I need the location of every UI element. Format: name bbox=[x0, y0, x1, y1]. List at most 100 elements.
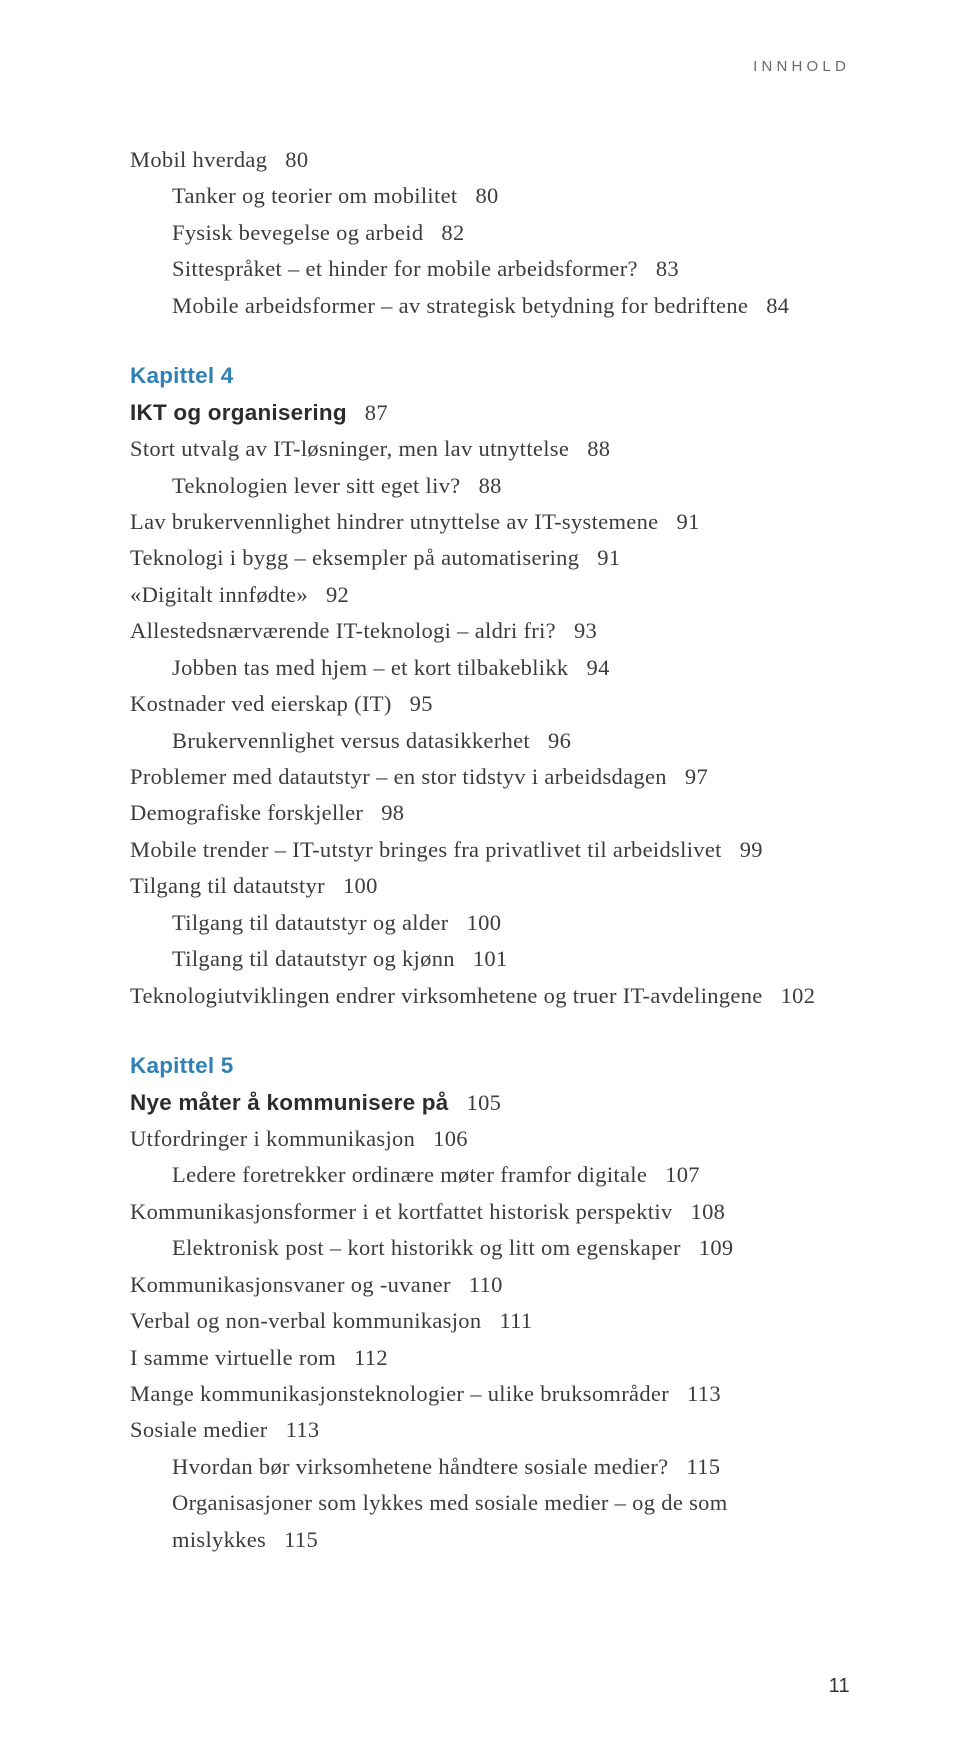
entry-page: 100 bbox=[343, 873, 378, 898]
toc-entry: Mange kommunikasjonsteknologier – ulike … bbox=[130, 1376, 850, 1412]
entry-page: 110 bbox=[469, 1272, 503, 1297]
entry-text: mislykkes bbox=[172, 1527, 266, 1552]
toc-entry: Ledere foretrekker ordinære møter framfo… bbox=[130, 1157, 850, 1193]
entry-page: 115 bbox=[686, 1454, 720, 1479]
toc-entry: Mobile trender – IT-utstyr bringes fra p… bbox=[130, 832, 850, 868]
entry-text: Kommunikasjonsvaner og -uvaner bbox=[130, 1272, 451, 1297]
entry-page: 82 bbox=[441, 220, 464, 245]
entry-page: 83 bbox=[656, 256, 679, 281]
toc-entry: Teknologien lever sitt eget liv?88 bbox=[130, 468, 850, 504]
entry-page: 99 bbox=[740, 837, 763, 862]
entry-page: 94 bbox=[587, 655, 610, 680]
toc-entry: «Digitalt innfødte»92 bbox=[130, 577, 850, 613]
entry-page: 102 bbox=[781, 983, 816, 1008]
entry-text: Hvordan bør virksomhetene håndtere sosia… bbox=[172, 1454, 668, 1479]
chapter-title-row: IKT og organisering 87 bbox=[130, 395, 850, 431]
entry-text: Demografiske forskjeller bbox=[130, 800, 363, 825]
entry-page: 105 bbox=[467, 1090, 502, 1115]
entry-text: Fysisk bevegelse og arbeid bbox=[172, 220, 423, 245]
page: INNHOLD Mobil hverdag 80 Tanker og teorie… bbox=[0, 0, 960, 1760]
entry-text: Mobile trender – IT-utstyr bringes fra p… bbox=[130, 837, 722, 862]
entry-text: Utfordringer i kommunikasjon bbox=[130, 1126, 415, 1151]
toc-entry: Mobile arbeidsformer – av strategisk bet… bbox=[130, 288, 850, 324]
entry-page: 115 bbox=[284, 1527, 318, 1552]
toc-entry: Kommunikasjonsvaner og -uvaner 110 bbox=[130, 1267, 850, 1303]
toc-entry: Verbal og non-verbal kommunikasjon 111 bbox=[130, 1303, 850, 1339]
entry-page: 96 bbox=[548, 728, 571, 753]
entry-text: Sosiale medier bbox=[130, 1417, 268, 1442]
entry-text: Mange kommunikasjonsteknologier – ulike … bbox=[130, 1381, 669, 1406]
entry-page: 88 bbox=[587, 436, 610, 461]
toc-entry: Problemer med datautstyr – en stor tidst… bbox=[130, 759, 850, 795]
toc-entry: Sosiale medier 113 bbox=[130, 1412, 850, 1448]
toc-entry: Hvordan bør virksomhetene håndtere sosia… bbox=[130, 1449, 850, 1485]
toc-entry: Allestedsnærværende IT-teknologi – aldri… bbox=[130, 613, 850, 649]
toc-entry: Elektronisk post – kort historikk og lit… bbox=[130, 1230, 850, 1266]
entry-page: 113 bbox=[687, 1381, 721, 1406]
chapter-label: Kapittel 4 bbox=[130, 358, 850, 394]
entry-text: Organisasjoner som lykkes med sosiale me… bbox=[172, 1490, 728, 1515]
entry-page: 111 bbox=[499, 1308, 532, 1333]
entry-page: 92 bbox=[326, 582, 349, 607]
toc-entry: Fysisk bevegelse og arbeid 82 bbox=[130, 215, 850, 251]
entry-text: Teknologi i bygg – eksempler på automati… bbox=[130, 545, 579, 570]
entry-text: Problemer med datautstyr – en stor tidst… bbox=[130, 764, 667, 789]
toc-entry: Kommunikasjonsformer i et kortfattet his… bbox=[130, 1194, 850, 1230]
chapter-title-row: Nye måter å kommunisere på 105 bbox=[130, 1085, 850, 1121]
entry-page: 95 bbox=[410, 691, 433, 716]
toc-content: Mobil hverdag 80 Tanker og teorier om mob… bbox=[130, 142, 850, 1558]
entry-text: I samme virtuelle rom bbox=[130, 1345, 336, 1370]
entry-text: Stort utvalg av IT-løsninger, men lav ut… bbox=[130, 436, 569, 461]
entry-text: Lav brukervennlighet hindrer utnyttelse … bbox=[130, 509, 659, 534]
chapter-title: IKT og organisering bbox=[130, 400, 347, 425]
running-head: INNHOLD bbox=[753, 58, 850, 75]
chapter-title: Nye måter å kommunisere på bbox=[130, 1090, 449, 1115]
entry-text: Tilgang til datautstyr og kjønn bbox=[172, 946, 455, 971]
toc-entry: Kostnader ved eierskap (IT)95 bbox=[130, 686, 850, 722]
entry-page: 107 bbox=[665, 1162, 700, 1187]
toc-entry: Utfordringer i kommunikasjon 106 bbox=[130, 1121, 850, 1157]
toc-entry: Tilgang til datautstyr og kjønn101 bbox=[130, 941, 850, 977]
entry-page: 80 bbox=[475, 183, 498, 208]
toc-entry: Tanker og teorier om mobilitet 80 bbox=[130, 178, 850, 214]
toc-entry: Lav brukervennlighet hindrer utnyttelse … bbox=[130, 504, 850, 540]
entry-page: 97 bbox=[685, 764, 708, 789]
entry-text: Elektronisk post – kort historikk og lit… bbox=[172, 1235, 681, 1260]
toc-entry: Stort utvalg av IT-løsninger, men lav ut… bbox=[130, 431, 850, 467]
entry-page: 100 bbox=[467, 910, 502, 935]
toc-entry: Teknologi i bygg – eksempler på automati… bbox=[130, 540, 850, 576]
toc-entry: Organisasjoner som lykkes med sosiale me… bbox=[130, 1485, 850, 1521]
toc-entry: Sittespråket – et hinder for mobile arbe… bbox=[130, 251, 850, 287]
toc-entry: Teknologiutviklingen endrer virksomheten… bbox=[130, 978, 850, 1014]
entry-page: 98 bbox=[381, 800, 404, 825]
entry-text: Brukervennlighet versus datasikkerhet bbox=[172, 728, 530, 753]
entry-page: 84 bbox=[766, 293, 789, 318]
entry-text: Mobile arbeidsformer – av strategisk bet… bbox=[172, 293, 748, 318]
toc-entry: Tilgang til datautstyr og alder100 bbox=[130, 905, 850, 941]
entry-text: Tilgang til datautstyr bbox=[130, 873, 325, 898]
chapter-label: Kapittel 5 bbox=[130, 1048, 850, 1084]
entry-text: Ledere foretrekker ordinære møter framfo… bbox=[172, 1162, 647, 1187]
entry-page: 91 bbox=[597, 545, 620, 570]
entry-page: 87 bbox=[365, 400, 388, 425]
entry-text: Tanker og teorier om mobilitet bbox=[172, 183, 457, 208]
entry-text: Mobil hverdag bbox=[130, 147, 267, 172]
entry-page: 106 bbox=[433, 1126, 468, 1151]
toc-entry: Jobben tas med hjem – et kort tilbakebli… bbox=[130, 650, 850, 686]
entry-page: 109 bbox=[699, 1235, 734, 1260]
entry-text: Teknologiutviklingen endrer virksomheten… bbox=[130, 983, 763, 1008]
toc-entry: Brukervennlighet versus datasikkerhet 96 bbox=[130, 723, 850, 759]
toc-entry: Mobil hverdag 80 bbox=[130, 142, 850, 178]
entry-text: Teknologien lever sitt eget liv? bbox=[172, 473, 461, 498]
toc-entry: mislykkes 115 bbox=[130, 1522, 850, 1558]
entry-text: Allestedsnærværende IT-teknologi – aldri… bbox=[130, 618, 556, 643]
page-number: 11 bbox=[829, 1675, 850, 1698]
entry-page: 80 bbox=[285, 147, 308, 172]
entry-text: Jobben tas med hjem – et kort tilbakebli… bbox=[172, 655, 569, 680]
entry-text: Kommunikasjonsformer i et kortfattet his… bbox=[130, 1199, 673, 1224]
toc-entry: Demografiske forskjeller 98 bbox=[130, 795, 850, 831]
toc-entry: Tilgang til datautstyr 100 bbox=[130, 868, 850, 904]
entry-page: 113 bbox=[286, 1417, 320, 1442]
entry-text: Verbal og non-verbal kommunikasjon bbox=[130, 1308, 481, 1333]
entry-text: Sittespråket – et hinder for mobile arbe… bbox=[172, 256, 638, 281]
